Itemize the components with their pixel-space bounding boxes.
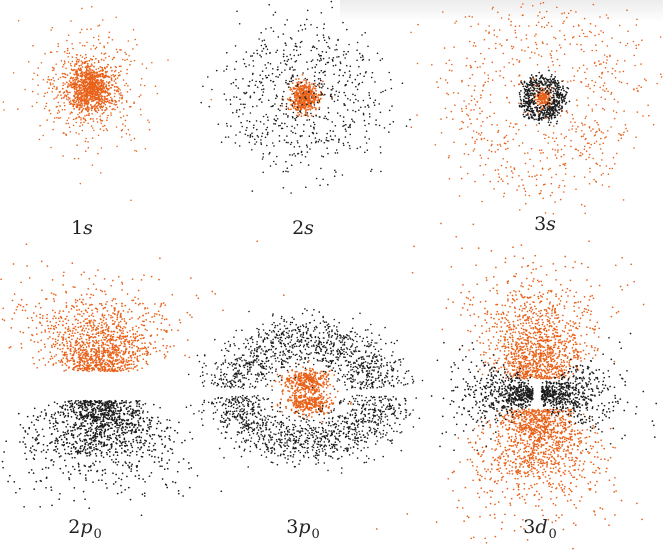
label-3p0: 3p0	[286, 516, 320, 542]
label-2p0: 2p0	[68, 516, 102, 542]
top-edge-shading	[340, 0, 663, 22]
orbital-3p0-cloud	[185, 308, 448, 474]
orbital-1s-cloud	[2, 6, 212, 202]
label-1s: 1s	[71, 217, 93, 239]
orbital-2p0-cloud	[0, 240, 285, 517]
orbital-3s-cloud	[410, 1, 663, 215]
label-2s: 2s	[292, 217, 314, 239]
label-3s: 3s	[534, 213, 556, 235]
orbital-3d0-cloud	[375, 222, 658, 550]
orbital-2s-cloud	[200, 0, 411, 194]
label-3d0: 3d0	[523, 516, 557, 542]
